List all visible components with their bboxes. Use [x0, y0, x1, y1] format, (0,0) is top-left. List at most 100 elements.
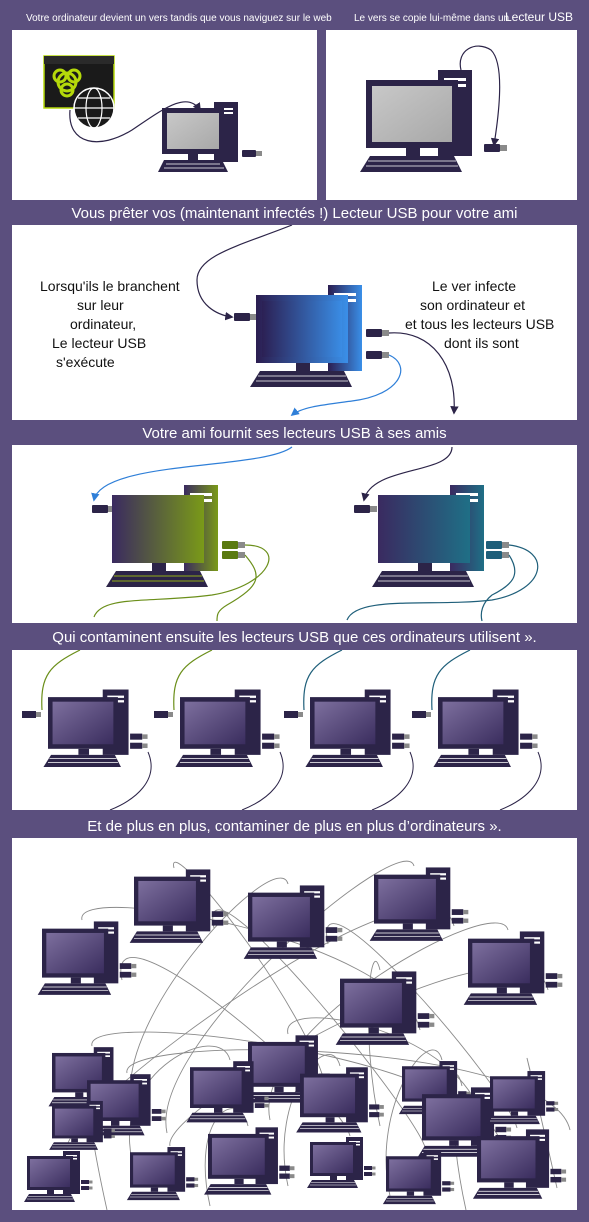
usb-drive-icon [486, 551, 509, 559]
step2-right-line-1: Le ver infecte [432, 278, 517, 294]
usb-drive-icon [103, 1134, 115, 1139]
computer-icon [83, 1074, 166, 1136]
usb-drive-icon [412, 711, 431, 718]
lend-arrow [196, 225, 293, 321]
step4-caption: Qui contaminent ensuite les lecteurs USB… [52, 629, 537, 646]
computer-icon [49, 1100, 115, 1150]
usb-drive-icon [545, 981, 563, 988]
usb-drive-icon [545, 973, 563, 979]
usb-drive-icon [550, 1176, 567, 1183]
computer-icon [382, 1151, 455, 1205]
usb-drive-icon [369, 1112, 384, 1118]
usb-drive-icon [442, 1181, 455, 1186]
usb-drive-icon [417, 1021, 435, 1028]
usb-drive-icon [119, 971, 137, 978]
usb-drive-icon [211, 911, 229, 917]
spread-arrow [303, 650, 343, 711]
step2-right-line-2: son ordinateur et [420, 297, 526, 313]
infected-browser-icon [43, 55, 115, 129]
usb-drive-icon [151, 1116, 166, 1121]
copy-arrow [459, 45, 501, 147]
usb-drive-icon [103, 1128, 115, 1133]
usb-drive-icon [550, 1168, 567, 1175]
pass-arrow-2 [216, 554, 257, 622]
usb-drive-icon [262, 742, 280, 749]
panel-step1-left [12, 30, 317, 200]
usb-drive-icon [417, 1013, 435, 1019]
computer-icon [43, 689, 148, 768]
usb-drive-icon [451, 909, 469, 915]
usb-drive-icon [520, 733, 538, 740]
usb-drive-icon [222, 551, 245, 559]
network-wire [212, 909, 427, 1151]
computer-icon [296, 1067, 384, 1133]
step2-left-line-2: sur leur [77, 297, 124, 313]
usb-drive-icon [520, 742, 538, 749]
step2-left-line-1: Lorsqu'ils le branchent [40, 278, 180, 294]
computer-icon [335, 971, 435, 1045]
usb-drive-icon [392, 742, 410, 749]
computer-icon [463, 931, 563, 1005]
step5-caption: Et de plus en plus, contaminer de plus e… [87, 818, 502, 835]
step3-caption: Votre ami fournit ses lecteurs USB à ses… [142, 425, 447, 442]
step2-left-line-4: Le lecteur USB [52, 335, 147, 351]
computer-icon [307, 1137, 376, 1188]
usb-drive-icon [130, 733, 148, 740]
panel-step4 [12, 650, 577, 810]
usb-drive-icon [366, 351, 389, 359]
infection-arrow [69, 101, 201, 143]
computer-icon [433, 689, 538, 768]
usb-drive-icon [154, 711, 173, 718]
pass-arrow-1 [93, 544, 270, 618]
usb-drive-icon [486, 541, 509, 549]
usb-drive-icon [222, 541, 245, 549]
usb-drive-icon [211, 919, 229, 926]
usb-drive-icon [442, 1187, 455, 1192]
usb-drive-icon [366, 329, 389, 337]
computer-icon [129, 869, 229, 943]
usb-drive-icon [119, 963, 137, 969]
spread-arrow [371, 751, 414, 810]
give-arrow-left [91, 446, 293, 502]
usb-drive-icon [254, 1103, 269, 1108]
usb-drive-icon [151, 1109, 166, 1114]
give-arrow-right [361, 446, 453, 502]
spread-arrow-left [290, 354, 402, 417]
usb-drive-icon [546, 1101, 559, 1106]
computer-icon [472, 1129, 567, 1199]
computer-icon [486, 1071, 559, 1125]
usb-drive-icon [546, 1107, 559, 1112]
step2-left-line-5: s'exécute [56, 354, 115, 370]
computer-icon [369, 867, 469, 941]
computer-icon [24, 1151, 93, 1202]
usb-drive-icon [369, 1104, 384, 1110]
usb-drive-icon [254, 1096, 269, 1101]
globe-icon [73, 87, 115, 129]
pass-arrow-3 [346, 544, 539, 621]
computer-icon [37, 921, 137, 995]
network-wire [129, 877, 289, 1107]
usb-drive-icon [392, 733, 410, 740]
computer-icon [186, 1061, 269, 1123]
computer-icon [204, 1127, 295, 1195]
spread-arrow [41, 650, 81, 711]
pass-arrow-4 [480, 554, 516, 622]
spread-arrow-right [388, 332, 459, 415]
usb-drive-icon [262, 733, 280, 740]
usb-drive-icon [484, 144, 507, 152]
step2-right-line-3: et tous les lecteurs USB [405, 316, 555, 332]
friend-computer-icon [372, 485, 484, 587]
usb-drive-icon [364, 1172, 376, 1176]
usb-drive-icon [22, 711, 41, 718]
spread-arrow [431, 650, 471, 711]
usb-drive-icon [186, 1177, 199, 1182]
usb-drive-icon [81, 1186, 93, 1190]
usb-drive-icon [495, 1126, 512, 1133]
computer-icon [305, 689, 410, 768]
computer-icon [158, 102, 238, 172]
friend-computer-icon [250, 285, 362, 387]
step2-caption: Vous prêter vos (maintenant infectés !) … [71, 205, 518, 222]
usb-drive-icon [92, 505, 115, 513]
computer-icon [417, 1087, 512, 1157]
panel-step3 [12, 445, 577, 623]
